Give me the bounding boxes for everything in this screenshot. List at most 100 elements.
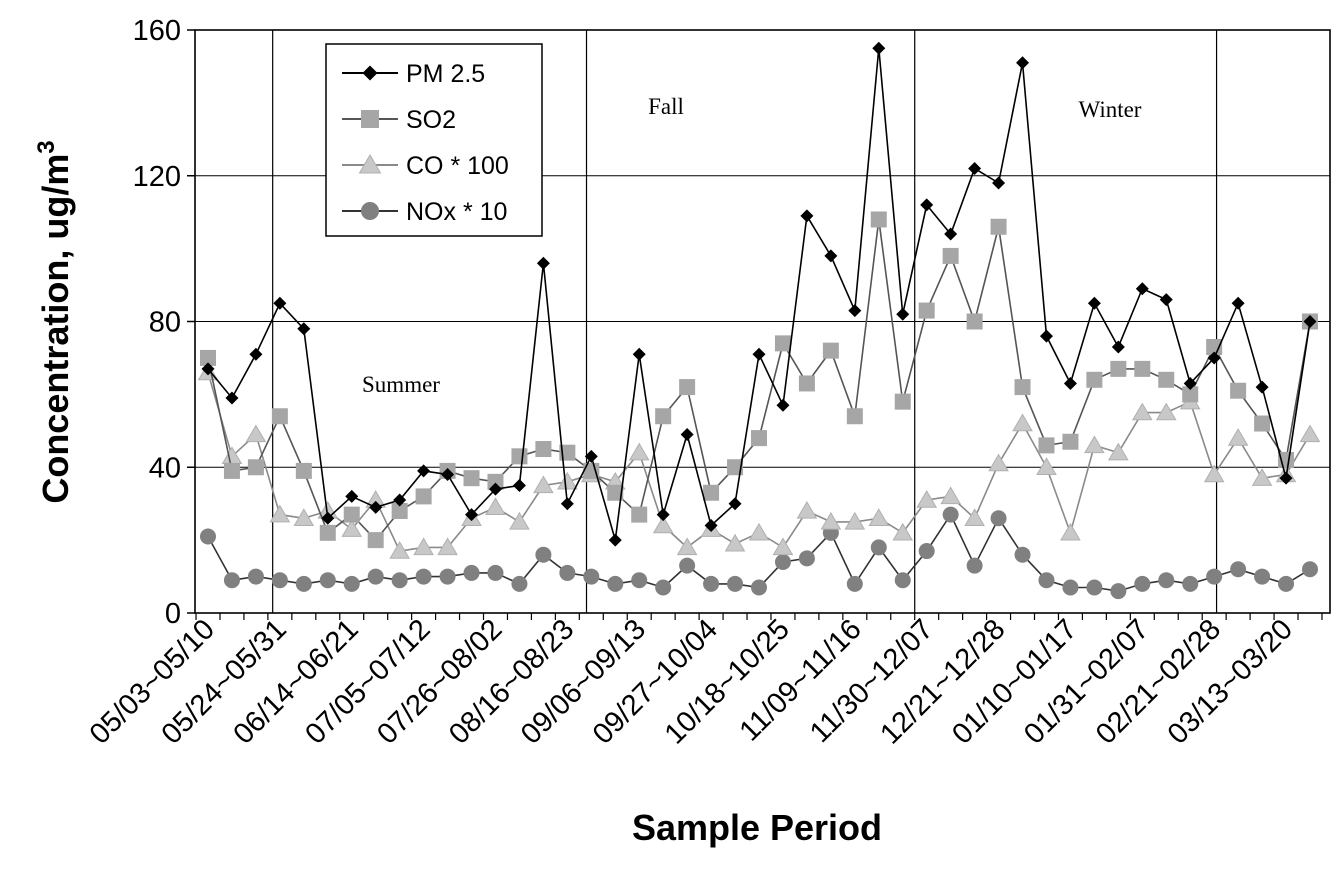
data-point <box>1158 572 1175 589</box>
legend-label: PM 2.5 <box>406 60 485 88</box>
data-point <box>583 462 600 479</box>
legend-box <box>325 43 543 237</box>
series-so2 <box>200 211 1318 549</box>
data-point <box>367 532 384 549</box>
data-point <box>727 459 744 476</box>
data-point <box>1227 428 1249 446</box>
data-point <box>367 568 384 585</box>
data-point <box>868 508 890 526</box>
data-point <box>1302 561 1318 578</box>
data-point <box>535 441 552 458</box>
data-point <box>1230 382 1247 399</box>
legend-item: PM 2.5 <box>342 60 485 88</box>
series-co-100 <box>197 362 1321 559</box>
legend-item: SO2 <box>342 106 456 134</box>
series-pm-2-5 <box>201 41 1317 547</box>
x-axis-ticks: 05/03~05/1005/24~05/3106/14~06/2107/05~0… <box>84 613 1323 751</box>
data-point <box>968 161 982 175</box>
data-point <box>1039 329 1053 343</box>
data-point <box>676 537 698 556</box>
data-point <box>1063 376 1077 390</box>
legend-label: SO2 <box>406 106 456 134</box>
data-point <box>820 511 842 530</box>
data-point <box>1038 572 1055 589</box>
data-point <box>200 528 216 545</box>
data-point <box>1279 471 1293 485</box>
y-axis-title-superscript: 3 <box>33 140 60 153</box>
legend-label: CO * 100 <box>406 152 509 180</box>
data-point <box>1183 376 1197 390</box>
data-point <box>1134 575 1151 592</box>
data-point <box>724 533 746 552</box>
season-label-summer: Summer <box>362 372 440 397</box>
data-point <box>1087 296 1101 310</box>
legend: PM 2.5 SO2 CO * 100 NOx * 10 <box>325 43 543 237</box>
data-point <box>487 564 504 581</box>
data-point <box>1206 339 1223 356</box>
data-point <box>1203 464 1225 483</box>
data-point <box>417 464 431 478</box>
data-point <box>920 198 934 212</box>
data-point <box>1060 522 1081 541</box>
data-point <box>1206 568 1223 585</box>
data-point <box>391 502 408 519</box>
data-point <box>918 302 935 319</box>
data-point <box>584 449 598 463</box>
data-point <box>437 537 458 556</box>
data-point <box>343 506 360 523</box>
data-point <box>655 579 672 596</box>
data-point <box>1131 402 1153 421</box>
data-point <box>656 508 670 522</box>
data-point <box>295 462 312 479</box>
data-point <box>942 247 959 264</box>
data-point <box>271 572 288 589</box>
data-point <box>632 347 646 361</box>
data-point <box>607 575 624 592</box>
data-point <box>223 462 240 479</box>
data-point <box>751 430 767 447</box>
data-point <box>463 564 480 581</box>
data-point <box>727 575 744 592</box>
data-point <box>1159 293 1173 307</box>
data-point <box>536 256 550 270</box>
data-point <box>1135 282 1149 296</box>
data-point <box>1134 360 1151 377</box>
data-point <box>1014 546 1031 563</box>
data-point <box>415 488 432 505</box>
data-point <box>487 473 504 490</box>
data-point <box>439 568 456 585</box>
data-point <box>1158 371 1175 388</box>
data-point <box>1251 468 1273 486</box>
legend-marker <box>361 110 379 128</box>
data-point <box>1303 315 1317 328</box>
data-point <box>415 568 432 585</box>
data-point <box>1084 435 1105 454</box>
data-point <box>1110 583 1127 600</box>
data-point <box>1014 379 1031 396</box>
season-label-winter: Winter <box>1079 97 1142 122</box>
data-point <box>728 497 742 511</box>
series-layer <box>197 41 1321 600</box>
data-point <box>1182 386 1199 403</box>
data-point <box>297 322 311 336</box>
y-tick-label: 80 <box>149 307 181 339</box>
data-point <box>319 524 336 541</box>
data-point <box>1231 296 1245 310</box>
data-point <box>772 537 794 556</box>
data-point <box>703 484 720 501</box>
data-point <box>247 459 264 476</box>
data-point <box>1111 340 1125 354</box>
data-point <box>1278 575 1295 592</box>
data-point <box>557 471 578 490</box>
data-point <box>1012 413 1033 432</box>
data-point <box>583 568 600 585</box>
data-point <box>535 546 552 563</box>
data-point <box>247 568 264 585</box>
x-tick-label: 03/13~03/20 <box>1162 613 1299 750</box>
data-point <box>608 533 622 547</box>
data-point <box>774 553 791 570</box>
data-point <box>223 572 240 589</box>
data-point <box>822 342 839 359</box>
data-point <box>369 500 383 514</box>
